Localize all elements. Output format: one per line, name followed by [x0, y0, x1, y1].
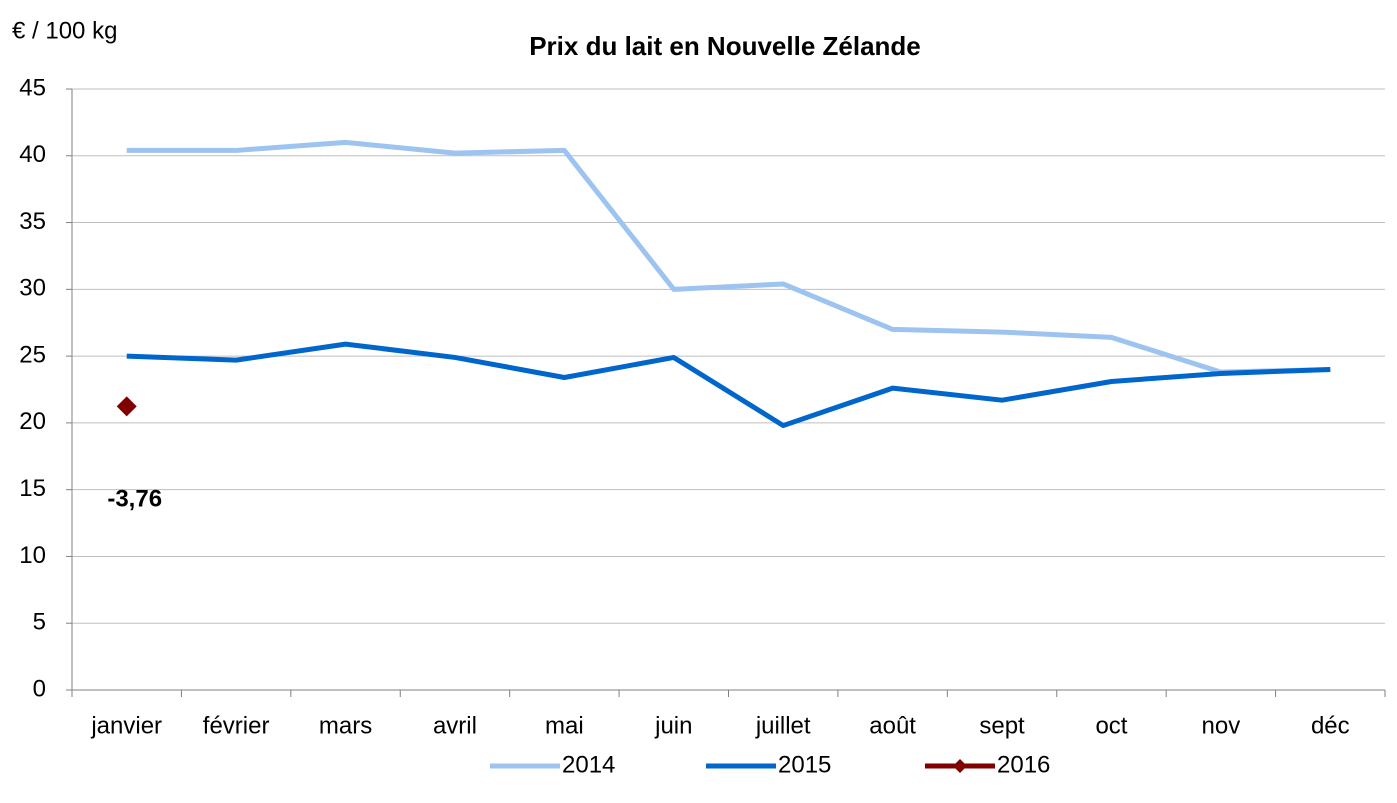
- x-tick-label: sept: [979, 712, 1025, 739]
- x-tick-label: avril: [433, 712, 477, 739]
- y-axis-label: € / 100 kg: [12, 17, 117, 44]
- x-tick-label: nov: [1202, 712, 1241, 739]
- y-tick-label: 25: [19, 341, 46, 368]
- y-tick-label: 5: [33, 609, 46, 636]
- legend-label: 2016: [997, 751, 1050, 778]
- legend-label: 2014: [562, 751, 615, 778]
- y-tick-label: 10: [19, 542, 46, 569]
- y-tick-label: 35: [19, 208, 46, 235]
- series-line: [126, 341, 1331, 429]
- x-tick-label: février: [203, 712, 270, 739]
- annotation: -3,76: [107, 485, 162, 512]
- legend-marker: [953, 759, 967, 773]
- x-tick-label: oct: [1095, 712, 1127, 739]
- y-tick-label: 0: [33, 675, 46, 702]
- y-tick-label: 30: [19, 275, 46, 302]
- x-tick-label: janvier: [90, 712, 162, 739]
- x-tick-label: déc: [1311, 712, 1350, 739]
- y-tick-label: 40: [19, 141, 46, 168]
- x-tick-label: juillet: [755, 712, 811, 739]
- x-tick-label: mars: [319, 712, 372, 739]
- chart-title: Prix du lait en Nouvelle Zélande: [529, 31, 921, 61]
- legend-label: 2015: [778, 751, 831, 778]
- x-tick-label: août: [869, 712, 916, 739]
- x-tick-label: mai: [545, 712, 584, 739]
- y-tick-label: 45: [19, 74, 46, 101]
- y-tick-label: 20: [19, 408, 46, 435]
- series-line: [126, 139, 1331, 375]
- data-point: [116, 396, 137, 417]
- x-tick-label: juin: [654, 712, 692, 739]
- y-tick-label: 15: [19, 475, 46, 502]
